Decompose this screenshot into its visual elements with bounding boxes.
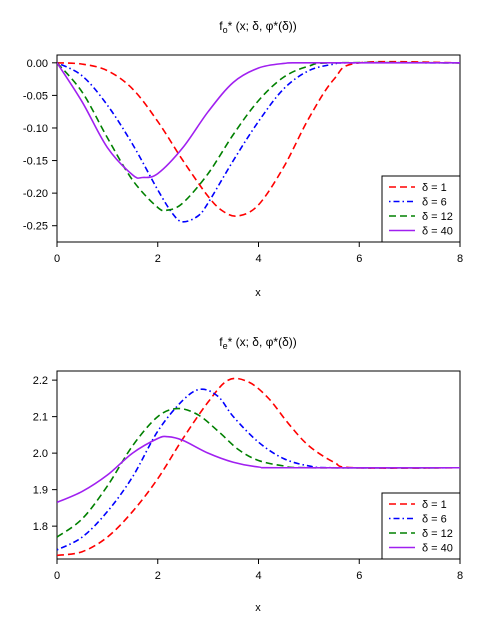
chart-bottom-xlabel: x	[255, 602, 261, 614]
chart-top-title-rest: * (x; δ, φ*(δ))	[228, 19, 297, 33]
chart-bottom-series-line-1	[57, 388, 460, 551]
chart-top-x-tick-label: 0	[54, 253, 60, 265]
chart-top-legend-label: δ = 40	[422, 226, 453, 238]
chart-top-y-tick-label: 0.00	[27, 58, 48, 70]
chart-bottom-y-tick-label: 2.0	[33, 448, 48, 460]
chart-bottom-x-tick-label: 8	[457, 570, 463, 582]
chart-bottom: fe* (x; δ, φ*(δ)) x 0 2 4 6 8 1.8 1.9 2.0 2.1 2.2…	[33, 335, 463, 614]
chart-top: fo* (x; δ, φ*(δ)) x 0 2 4 6 8 0.00 -0.05 -0.10 -…	[23, 19, 463, 299]
chart-bottom-legend-label: δ = 40	[422, 543, 453, 555]
chart-bottom-title: fe* (x; δ, φ*(δ))	[219, 335, 297, 351]
chart-top-legend-label: δ = 1	[422, 182, 447, 194]
chart-top-y-tick-label: -0.10	[23, 123, 48, 135]
chart-bottom-x-tick-label: 4	[255, 570, 261, 582]
chart-top-legend-label: δ = 6	[422, 197, 447, 209]
chart-bottom-series-line-0	[57, 377, 460, 557]
chart-bottom-legend-label: δ = 1	[422, 499, 447, 511]
chart-top-x-tick-label: 6	[356, 253, 362, 265]
chart-top-series-line-0	[57, 60, 460, 217]
chart-top-y-tick-label: -0.05	[23, 90, 48, 102]
chart-top-xlabel: x	[255, 287, 261, 299]
chart-bottom-legend-label: δ = 12	[422, 528, 453, 540]
chart-bottom-legend: δ = 1 δ = 6 δ = 12 δ = 40	[381, 492, 461, 560]
chart-bottom-title-rest: * (x; δ, φ*(δ))	[228, 335, 297, 349]
chart-bottom-y-tick-label: 2.1	[33, 412, 48, 424]
chart-top-title: fo* (x; δ, φ*(δ))	[219, 19, 297, 35]
chart-top-y-tick-label: -0.20	[23, 188, 48, 200]
chart-top-x-tick-label: 2	[155, 253, 161, 265]
chart-bottom-legend-label: δ = 6	[422, 514, 447, 526]
chart-bottom-y-tick-label: 1.8	[33, 521, 48, 533]
chart-top-series-line-2	[57, 61, 460, 212]
chart-top-y-tick-label: -0.15	[23, 156, 48, 168]
chart-bottom-series-line-3	[57, 435, 460, 504]
chart-top-x-tick-label: 8	[457, 253, 463, 265]
chart-bottom-x-tick-label: 6	[356, 570, 362, 582]
chart-bottom-x-tick-label: 0	[54, 570, 60, 582]
chart-top-y-tick-label: -0.25	[23, 221, 48, 233]
chart-top-title-subscript: o	[223, 25, 228, 35]
chart-bottom-y-tick-label: 2.2	[33, 375, 48, 387]
chart-bottom-y-tick-label: 1.9	[33, 485, 48, 497]
chart-top-legend-label: δ = 12	[422, 211, 453, 223]
chart-top-legend: δ = 1 δ = 6 δ = 12 δ = 40	[381, 175, 461, 243]
chart-top-series-line-3	[57, 61, 460, 179]
chart-top-x-tick-label: 4	[255, 253, 261, 265]
chart-bottom-title-subscript: e	[223, 341, 228, 351]
chart-bottom-x-tick-label: 2	[155, 570, 161, 582]
